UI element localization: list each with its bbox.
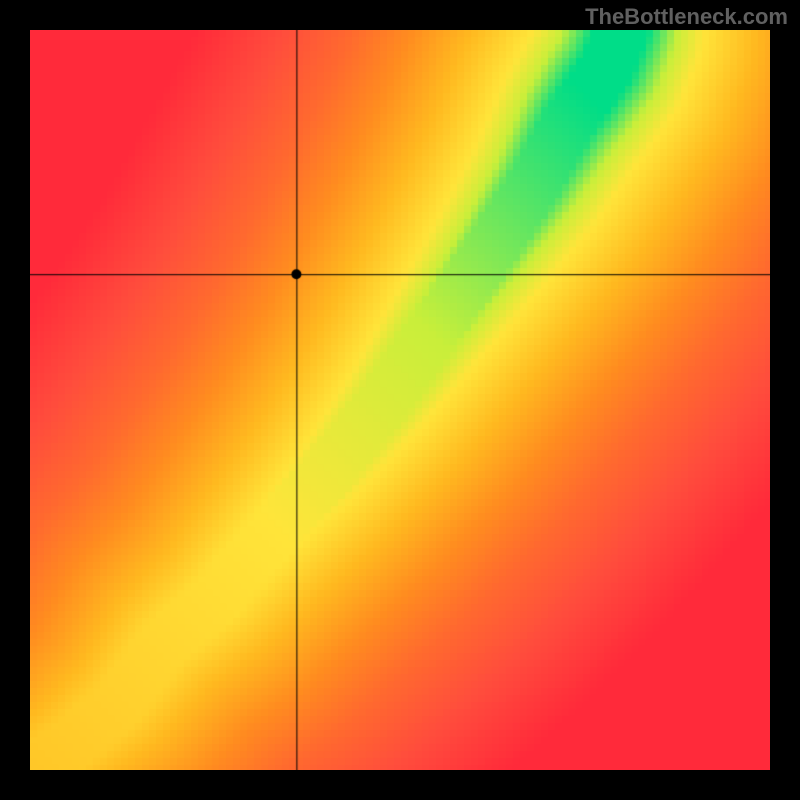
heatmap-canvas bbox=[30, 30, 770, 770]
bottleneck-heatmap bbox=[30, 30, 770, 770]
watermark-text: TheBottleneck.com bbox=[585, 4, 788, 30]
